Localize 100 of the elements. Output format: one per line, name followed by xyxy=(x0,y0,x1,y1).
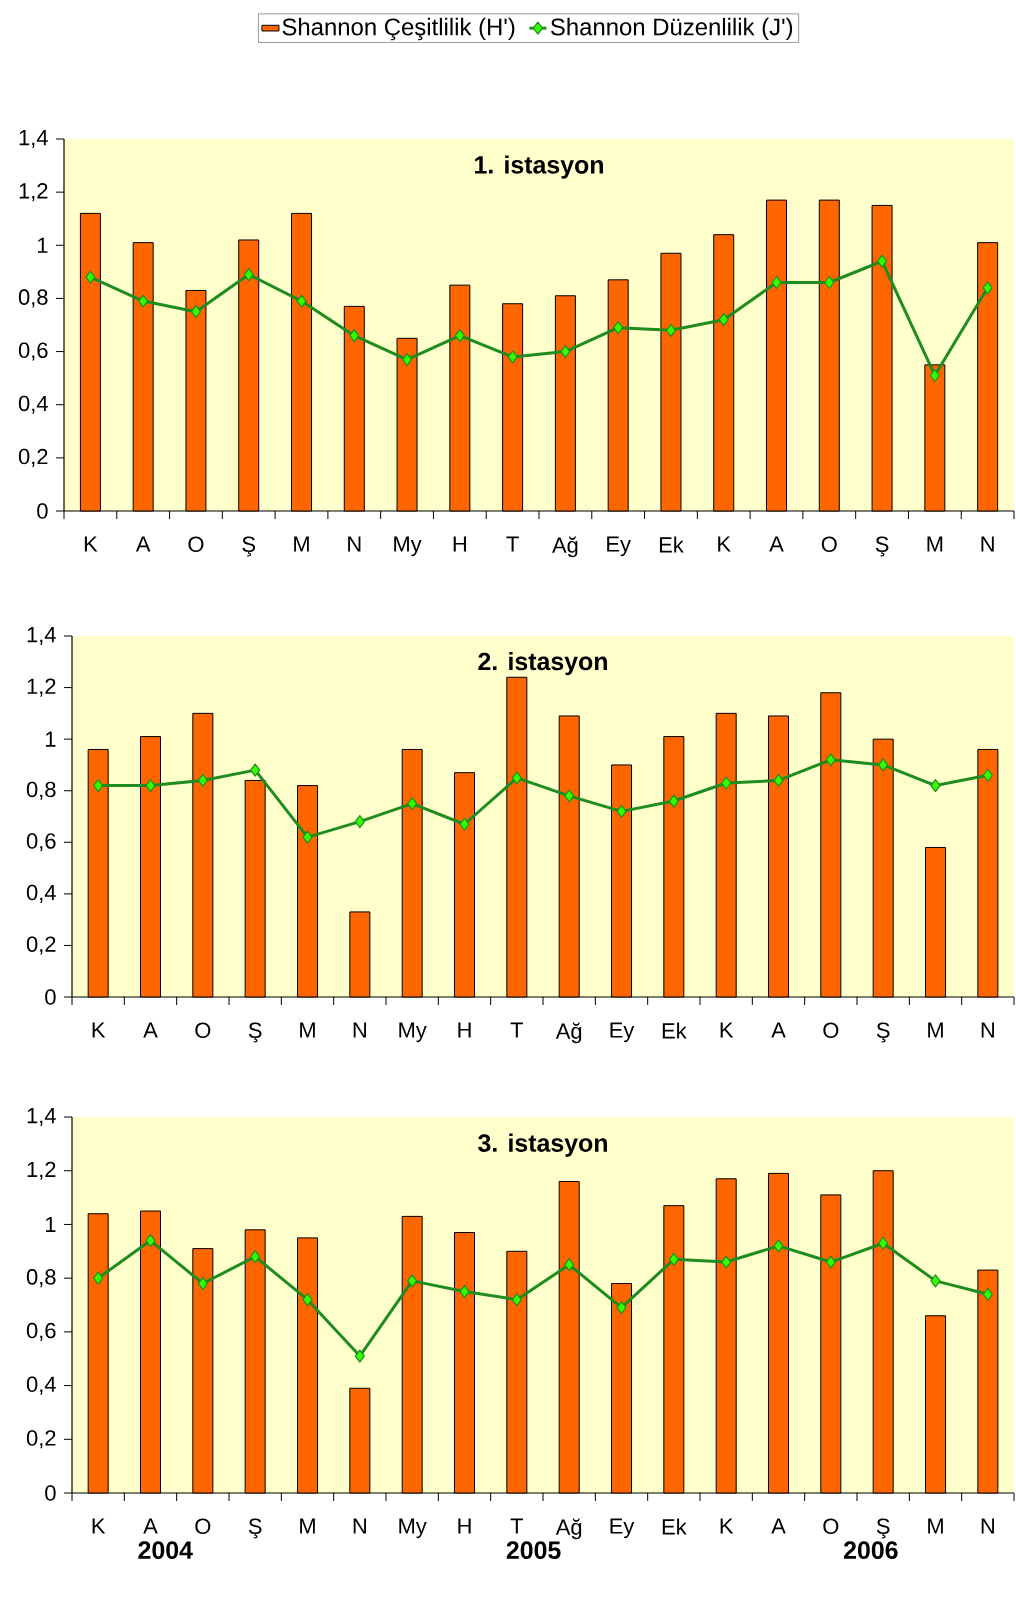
text: 2004 xyxy=(138,1541,193,1559)
point xyxy=(876,254,888,268)
text: 2. istasyon xyxy=(478,651,607,676)
y-tick-label: 0,8 xyxy=(18,289,48,308)
point xyxy=(296,294,307,308)
y-tick-label: 1,2 xyxy=(27,678,56,697)
x-tick-label: Ş xyxy=(876,1518,890,1539)
x-tick-label: O xyxy=(821,536,837,553)
point xyxy=(454,329,465,343)
x-tick-label: T xyxy=(510,1022,524,1038)
x-tick-label: O xyxy=(195,1518,211,1535)
point xyxy=(354,815,365,829)
x-tick-label: My xyxy=(399,1022,427,1043)
text: 2006 xyxy=(843,1541,898,1559)
y-tick-label: 1,2 xyxy=(19,183,48,202)
x-tick-label: Ey xyxy=(610,1518,635,1539)
x-tick-label: Ek xyxy=(662,1518,687,1535)
y-tick-label: 0,4 xyxy=(26,1376,56,1395)
x-tick-label: M xyxy=(928,1518,943,1534)
x-tick-label: My xyxy=(394,536,422,557)
y-tick-label: 0,2 xyxy=(18,448,48,467)
point xyxy=(825,753,836,767)
point xyxy=(773,773,784,788)
point xyxy=(773,1239,784,1253)
point xyxy=(982,768,993,782)
point xyxy=(401,352,413,367)
point xyxy=(878,1236,889,1250)
x-tick-label: N xyxy=(981,536,994,552)
x-tick-label: H xyxy=(458,1022,471,1038)
x-tick-label: A xyxy=(143,1518,158,1534)
x-tick-label: M xyxy=(927,536,943,552)
point xyxy=(511,1293,522,1307)
y-tick-label: 0,2 xyxy=(26,936,56,955)
y-tick-label: 0,6 xyxy=(26,833,56,852)
point xyxy=(250,1250,261,1264)
text: 1. istasyon xyxy=(475,155,603,179)
y-tick-label: 0,6 xyxy=(26,1322,56,1341)
point xyxy=(302,1293,313,1307)
y-tick-label: 1,4 xyxy=(19,130,48,148)
x-tick-label: K xyxy=(720,1518,734,1534)
point xyxy=(616,1301,627,1315)
point xyxy=(93,778,104,793)
point xyxy=(982,1287,993,1301)
x-tick-label: T xyxy=(510,1518,524,1534)
x-tick-label: Ey xyxy=(610,1022,635,1043)
x-tick-label: Ağ xyxy=(555,1518,582,1540)
x-tick-label: Ş xyxy=(876,1022,890,1043)
x-tick-label: Ş xyxy=(242,536,256,557)
point xyxy=(243,267,254,282)
x-tick-label: T xyxy=(506,536,519,552)
x-tick-label: N xyxy=(348,536,361,552)
point xyxy=(354,1349,365,1363)
y-tick-label: 0 xyxy=(45,1485,56,1501)
x-tick-label: M xyxy=(928,1022,943,1038)
x-tick-label: H xyxy=(458,1518,471,1534)
point xyxy=(930,778,941,793)
y-tick-label: 1,2 xyxy=(27,1161,56,1180)
x-tick-label: N xyxy=(353,1518,366,1534)
point xyxy=(668,1252,679,1266)
x-tick-label: N xyxy=(981,1022,994,1038)
point xyxy=(302,830,313,844)
x-tick-label: M xyxy=(300,1518,315,1534)
x-tick-label: O xyxy=(823,1518,839,1535)
x-tick-label: O xyxy=(195,1022,211,1039)
point xyxy=(85,270,96,284)
point xyxy=(721,776,732,790)
legend-label: Shannon Çeşitlilik (H') xyxy=(282,17,515,41)
x-tick-label: A xyxy=(143,1022,158,1038)
x-tick-label: H xyxy=(453,536,466,552)
x-tick-label: Ey xyxy=(607,536,631,557)
x-tick-label: O xyxy=(188,536,204,553)
point xyxy=(665,323,677,337)
y-tick-label: 1,4 xyxy=(27,1108,56,1126)
point xyxy=(145,1233,156,1248)
point xyxy=(824,275,835,290)
point xyxy=(349,329,360,343)
x-tick-label: M xyxy=(300,1022,315,1038)
x-tick-label: K xyxy=(92,1022,106,1038)
point xyxy=(878,758,889,772)
y-tick-label: 1 xyxy=(45,731,56,747)
point xyxy=(250,763,261,777)
x-tick-label: K xyxy=(84,536,98,552)
text: 2005 xyxy=(506,1541,561,1559)
point xyxy=(407,797,418,811)
point xyxy=(982,281,993,295)
point xyxy=(138,294,149,308)
y-tick-label: 1 xyxy=(45,1216,56,1232)
point xyxy=(930,1274,941,1288)
y-tick-label: 1 xyxy=(37,237,48,253)
x-tick-label: Ş xyxy=(248,1518,262,1539)
x-tick-label: Ek xyxy=(659,536,684,553)
y-tick-label: 0,2 xyxy=(26,1430,56,1449)
point xyxy=(564,1258,575,1272)
x-tick-label: Ş xyxy=(248,1022,262,1043)
x-tick-label: A xyxy=(135,536,151,552)
point xyxy=(929,368,940,383)
y-tick-label: 0 xyxy=(37,503,48,519)
legend-label: Shannon Düzenlilik (J') xyxy=(550,17,793,41)
point xyxy=(197,773,208,788)
point xyxy=(145,778,156,793)
